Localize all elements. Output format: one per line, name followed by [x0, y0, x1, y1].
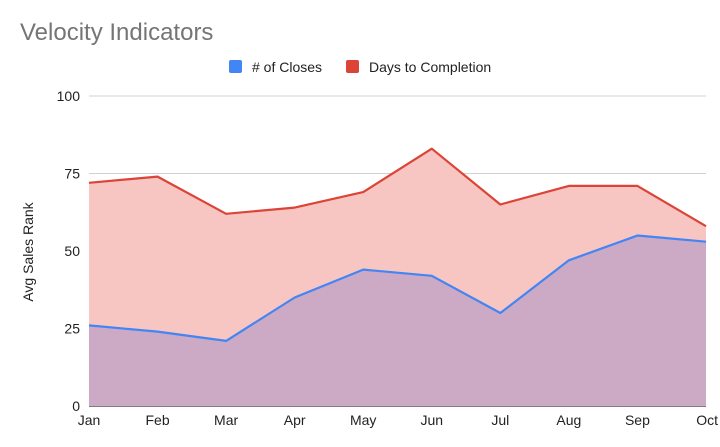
- legend-swatch: [229, 60, 242, 73]
- series-areas: [89, 148, 706, 406]
- series-line[interactable]: [88, 234, 707, 342]
- x-tick-label: Oct: [696, 412, 718, 428]
- x-tick-label: Mar: [214, 412, 238, 428]
- chart-title: Velocity Indicators: [20, 19, 213, 46]
- x-tick-label: Feb: [145, 412, 169, 428]
- x-tick-label: Apr: [284, 412, 306, 428]
- y-tick-label: 75: [64, 166, 80, 182]
- x-tick-label: May: [350, 412, 376, 428]
- x-tick-label: Jan: [78, 412, 101, 428]
- series-line[interactable]: [88, 147, 707, 228]
- legend-swatch: [346, 60, 359, 73]
- legend-item[interactable]: # of Closes: [229, 59, 322, 75]
- x-tick-label: Aug: [556, 412, 581, 428]
- x-tick-label: Sep: [625, 412, 650, 428]
- y-tick-label: 25: [64, 321, 80, 337]
- x-tick-label: Jun: [420, 412, 443, 428]
- series-lines: [88, 147, 707, 342]
- y-tick-label: 0: [72, 398, 80, 414]
- x-tick-label: Jul: [491, 412, 509, 428]
- legend-label: Days to Completion: [369, 59, 491, 75]
- y-axis-ticks: 0 25 50 75 100: [57, 88, 81, 414]
- series-area: [89, 235, 706, 406]
- x-axis-ticks: Jan Feb Mar Apr May Jun Jul Aug Sep Oct: [78, 412, 718, 428]
- legend-label: # of Closes: [252, 59, 322, 75]
- y-tick-label: 50: [64, 243, 80, 259]
- legend: # of Closes Days to Completion: [229, 59, 491, 75]
- y-tick-label: 100: [57, 88, 81, 104]
- legend-item[interactable]: Days to Completion: [346, 59, 491, 75]
- y-axis-title: Avg Sales Rank: [20, 201, 36, 301]
